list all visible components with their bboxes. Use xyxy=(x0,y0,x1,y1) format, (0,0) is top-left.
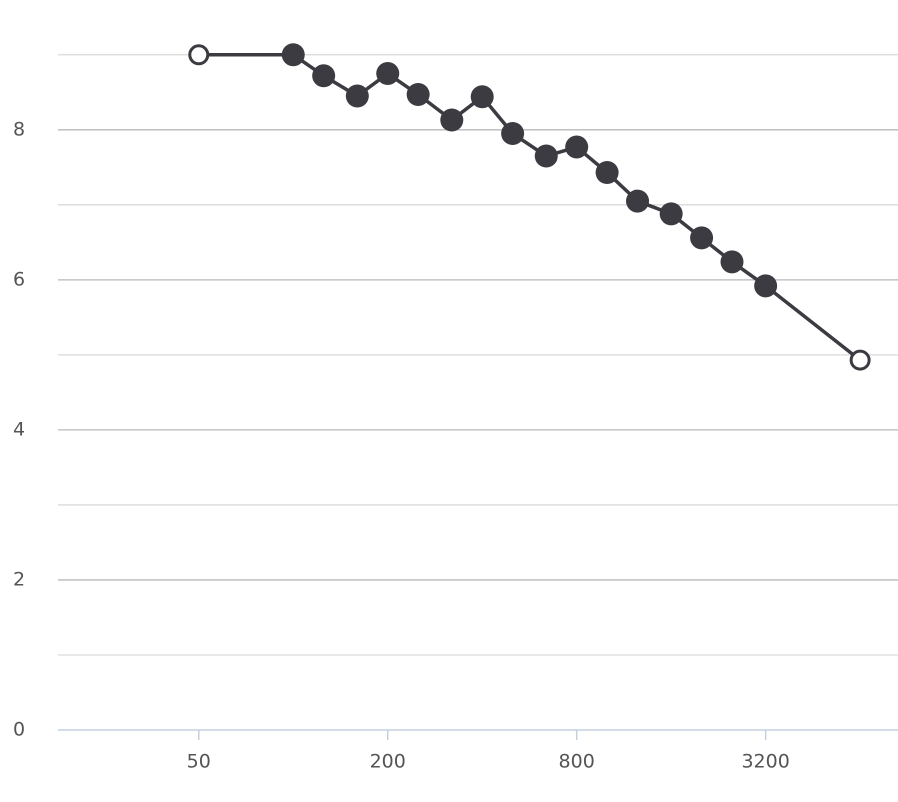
marker xyxy=(534,144,558,168)
marker xyxy=(565,135,589,159)
marker xyxy=(626,189,650,213)
x-tick-label: 200 xyxy=(370,751,406,773)
x-tick-label: 50 xyxy=(187,751,211,773)
marker xyxy=(312,64,336,88)
marker xyxy=(470,85,494,109)
y-tick-label: 8 xyxy=(13,118,25,140)
y-tick-label: 2 xyxy=(13,568,25,590)
marker xyxy=(501,122,525,146)
line xyxy=(198,53,862,362)
marker xyxy=(376,62,400,86)
marker xyxy=(754,274,778,298)
y-tick-label: 4 xyxy=(13,418,25,440)
marker xyxy=(595,161,619,185)
y-tick-label: 0 xyxy=(13,719,25,741)
marker xyxy=(406,83,430,107)
x-tick-label: 3200 xyxy=(741,751,789,773)
open-marker xyxy=(188,44,210,66)
marker xyxy=(440,108,464,132)
open-marker xyxy=(849,349,871,371)
y-tick-label: 6 xyxy=(13,268,25,290)
x-tick-label: 800 xyxy=(559,751,595,773)
marker xyxy=(659,202,683,226)
marker xyxy=(690,226,714,250)
marker xyxy=(720,250,744,274)
marker xyxy=(345,84,369,108)
marker xyxy=(281,43,305,67)
